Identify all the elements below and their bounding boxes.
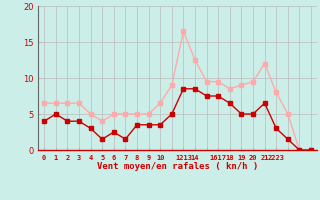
X-axis label: Vent moyen/en rafales ( kn/h ): Vent moyen/en rafales ( kn/h ) (97, 162, 258, 171)
